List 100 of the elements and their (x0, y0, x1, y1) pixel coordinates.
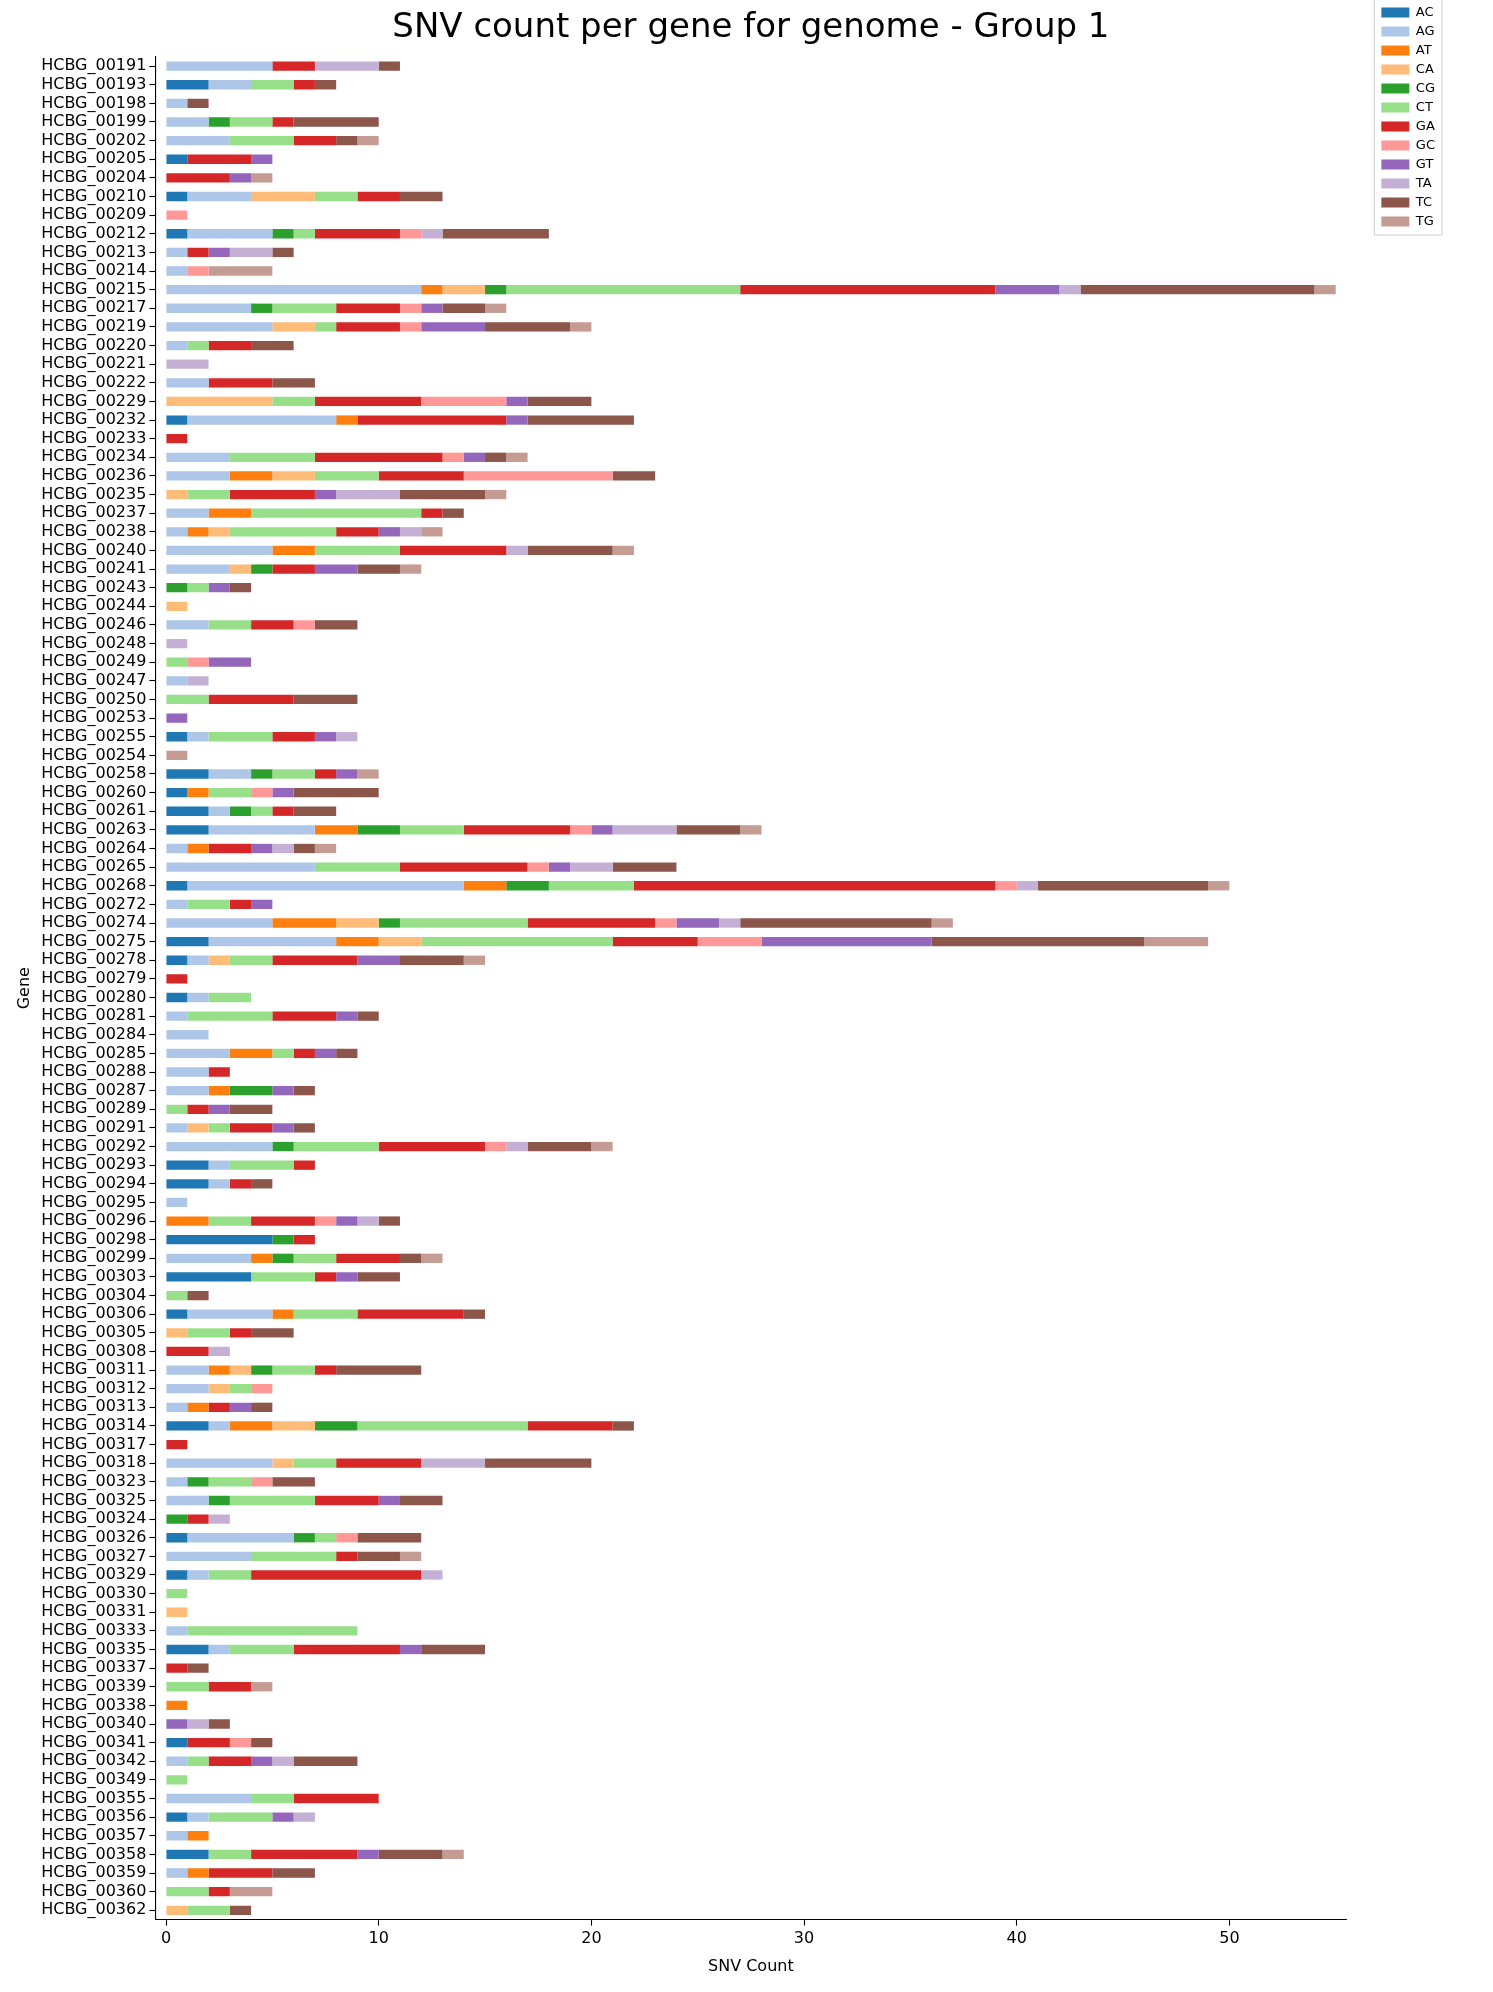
bar (166, 229, 188, 239)
bar (166, 638, 188, 649)
bar (166, 340, 188, 351)
bar (166, 359, 209, 369)
bar (187, 955, 209, 965)
bar (272, 1123, 294, 1133)
bar (166, 1216, 209, 1226)
bar (166, 489, 188, 500)
bar (166, 1439, 188, 1450)
bar (251, 1756, 273, 1766)
y-tick-label: HCBG_00265 (41, 856, 147, 877)
bar (229, 1104, 273, 1114)
bar (1016, 881, 1038, 891)
bar (485, 322, 571, 332)
bar (442, 229, 549, 239)
bar (336, 1551, 358, 1562)
bar (208, 1849, 252, 1860)
bar (208, 694, 294, 705)
y-tick-label: HCBG_00325 (41, 1489, 147, 1510)
bar (251, 1216, 315, 1226)
bar (357, 191, 400, 202)
y-tick-label: HCBG_00358 (41, 1843, 147, 1864)
bar (293, 1309, 358, 1319)
x-axis-title: SNV Count (708, 1955, 794, 1975)
bar (314, 229, 400, 239)
y-tick-label: HCBG_00243 (41, 576, 147, 597)
y-tick-label: HCBG_00305 (41, 1321, 147, 1342)
y-tick-label: HCBG_00232 (41, 409, 147, 430)
bar (357, 1216, 379, 1226)
bar (208, 1384, 230, 1394)
bar (272, 806, 294, 816)
bar (251, 80, 294, 90)
bar (293, 694, 358, 705)
bar (272, 1253, 294, 1263)
bar (166, 1104, 188, 1114)
y-tick-label: HCBG_00312 (41, 1377, 147, 1398)
bar (314, 825, 358, 835)
bar (166, 732, 188, 742)
bar (229, 1421, 273, 1431)
bar (378, 1849, 443, 1860)
bar (251, 1384, 273, 1394)
y-tick-label: HCBG_00278 (41, 949, 147, 970)
chart-title: SNV count per gene for genome - Group 1 (392, 5, 1110, 46)
bar (378, 471, 464, 481)
y-tick-label: HCBG_00264 (41, 837, 147, 858)
bar (208, 1104, 230, 1114)
bar (166, 1272, 252, 1282)
bar (506, 452, 528, 462)
y-tick-label: HCBG_00250 (41, 688, 147, 709)
bar (208, 620, 252, 630)
bar (208, 1365, 230, 1375)
bar (399, 1551, 422, 1562)
bar (187, 881, 464, 891)
bar (166, 1737, 188, 1748)
bar (251, 508, 422, 518)
bar (378, 1216, 400, 1226)
legend-label: GA (1415, 117, 1435, 133)
bar (208, 1719, 230, 1729)
bar (1037, 881, 1209, 891)
bar (272, 1365, 315, 1375)
bar (166, 266, 188, 276)
y-tick-label: HCBG_00235 (41, 483, 147, 504)
bar (251, 154, 273, 164)
bar (740, 284, 996, 295)
bar (208, 1346, 230, 1357)
bar (293, 80, 315, 90)
y-tick-label: HCBG_00317 (41, 1433, 147, 1454)
bar (166, 1607, 188, 1617)
bar (399, 303, 422, 313)
bar (336, 1458, 422, 1468)
y-tick-label: HCBG_00287 (41, 1079, 147, 1100)
legend-label: AG (1415, 22, 1435, 38)
bar (399, 191, 443, 202)
bar (1314, 284, 1336, 295)
bar (187, 489, 230, 500)
bar (166, 713, 188, 723)
y-tick-label: HCBG_00229 (41, 390, 147, 411)
bar (293, 1123, 315, 1133)
bar (463, 452, 486, 462)
bar (272, 1756, 294, 1766)
y-tick-label: HCBG_00289 (41, 1098, 147, 1119)
bar (357, 1849, 379, 1860)
bar (293, 1533, 315, 1543)
bar (166, 1123, 188, 1133)
bar (166, 545, 273, 556)
y-tick-label: HCBG_00335 (41, 1638, 147, 1659)
bar (314, 732, 337, 742)
bar (166, 1402, 188, 1412)
bar (463, 471, 613, 481)
bar (293, 1141, 379, 1152)
bar (399, 955, 464, 965)
bar (187, 1290, 209, 1301)
bar (399, 862, 528, 872)
bar (208, 1086, 230, 1096)
bar (229, 806, 252, 816)
bar (485, 452, 507, 462)
bar (187, 1328, 230, 1338)
bar (399, 1644, 422, 1655)
bar (166, 1663, 188, 1673)
bar (166, 918, 273, 928)
